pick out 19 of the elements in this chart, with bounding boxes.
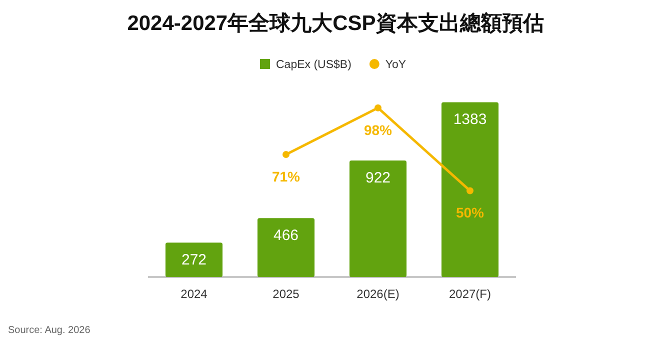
x-tick-label: 2025 [272, 287, 300, 301]
bar [441, 102, 499, 277]
source-note: Source: Aug. 2026 [8, 325, 91, 336]
x-tick-label: 2026(E) [356, 287, 400, 301]
legend-label: CapEx (US$B) [276, 59, 352, 71]
bar [349, 160, 407, 277]
data-label: 466 [273, 227, 299, 244]
bar [257, 218, 315, 277]
data-label: 50% [456, 204, 485, 221]
data-label: 98% [364, 122, 393, 138]
data-label: 1383 [453, 111, 487, 128]
x-tick-label: 2027(F) [448, 287, 492, 301]
legend-label: YoY [385, 59, 406, 71]
data-label: 922 [365, 169, 391, 186]
chart-title: 2024-2027年全球九大CSP資本支出總額預估 [127, 11, 544, 35]
data-label: 71% [272, 168, 301, 184]
data-label: 272 [181, 252, 207, 269]
x-tick-label: 2024 [180, 287, 208, 301]
bar [165, 242, 223, 277]
